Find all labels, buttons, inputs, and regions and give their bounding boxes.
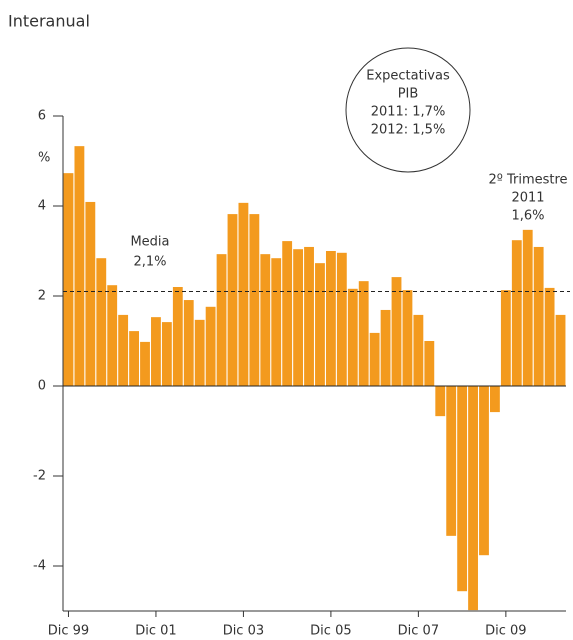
circle-note: 2012: 1,5%: [371, 123, 446, 138]
bar: [85, 201, 96, 386]
bar: [369, 332, 380, 386]
y-tick-label: -2: [33, 469, 46, 484]
y-tick-label: 6: [38, 109, 46, 124]
bar: [205, 306, 216, 386]
bar: [391, 277, 402, 386]
y-unit: %: [38, 151, 50, 166]
bar: [315, 263, 325, 386]
bar: [522, 229, 533, 386]
bar: [216, 254, 227, 386]
x-tick-label: Dic 01: [135, 624, 176, 639]
note-circle: [345, 47, 471, 173]
bar: [533, 246, 544, 386]
bar: [249, 214, 260, 386]
bar: [183, 300, 194, 386]
bar: [402, 290, 413, 386]
last-note: 2011: [511, 191, 544, 206]
x-tick-label: Dic 03: [223, 624, 264, 639]
bar: [172, 287, 183, 386]
bar: [118, 314, 129, 386]
mean-label: 2,1%: [133, 255, 166, 270]
bar: [413, 314, 424, 386]
last-note: 1,6%: [511, 209, 544, 224]
bar: [555, 314, 566, 386]
bar: [194, 319, 205, 386]
bar: [468, 386, 478, 611]
x-tick-label: Dic 09: [485, 624, 526, 639]
bar: [490, 386, 500, 413]
bar: [96, 258, 107, 386]
bar: [457, 386, 468, 592]
bar: [304, 246, 314, 386]
bar: [500, 290, 511, 386]
bar: [74, 146, 85, 386]
bar: [544, 287, 555, 386]
bar: [380, 309, 391, 386]
circle-note: PIB: [398, 87, 419, 102]
subtitle: Interanual: [8, 12, 90, 31]
bar: [227, 214, 238, 386]
bar: [325, 251, 336, 386]
bar: [479, 386, 489, 556]
bar: [271, 258, 282, 386]
y-tick-label: 0: [38, 379, 46, 394]
bar: [140, 341, 150, 386]
mean-name: Media: [130, 235, 169, 250]
bar: [358, 281, 369, 386]
bar: [435, 386, 446, 417]
bar: [347, 288, 358, 386]
bar: [446, 386, 457, 536]
bar: [107, 285, 118, 386]
bar: [336, 252, 347, 386]
bar: [293, 249, 304, 386]
bar: [260, 254, 271, 386]
bar: [282, 241, 293, 386]
bar: [511, 240, 522, 386]
circle-note: 2011: 1,7%: [371, 105, 446, 120]
x-tick-label: Dic 05: [310, 624, 351, 639]
y-tick-label: 4: [38, 199, 46, 214]
last-note: 2º Trimestre: [488, 173, 567, 188]
y-tick-label: 2: [38, 289, 46, 304]
bar: [424, 341, 435, 386]
circle-note: Expectativas: [366, 69, 450, 84]
bar: [151, 317, 161, 386]
y-tick-label: -4: [33, 559, 46, 574]
bar: [129, 331, 139, 386]
bar: [63, 173, 74, 386]
bar: [161, 322, 172, 386]
x-tick-label: Dic 99: [48, 624, 89, 639]
bar: [238, 202, 249, 386]
x-tick-label: Dic 07: [398, 624, 439, 639]
